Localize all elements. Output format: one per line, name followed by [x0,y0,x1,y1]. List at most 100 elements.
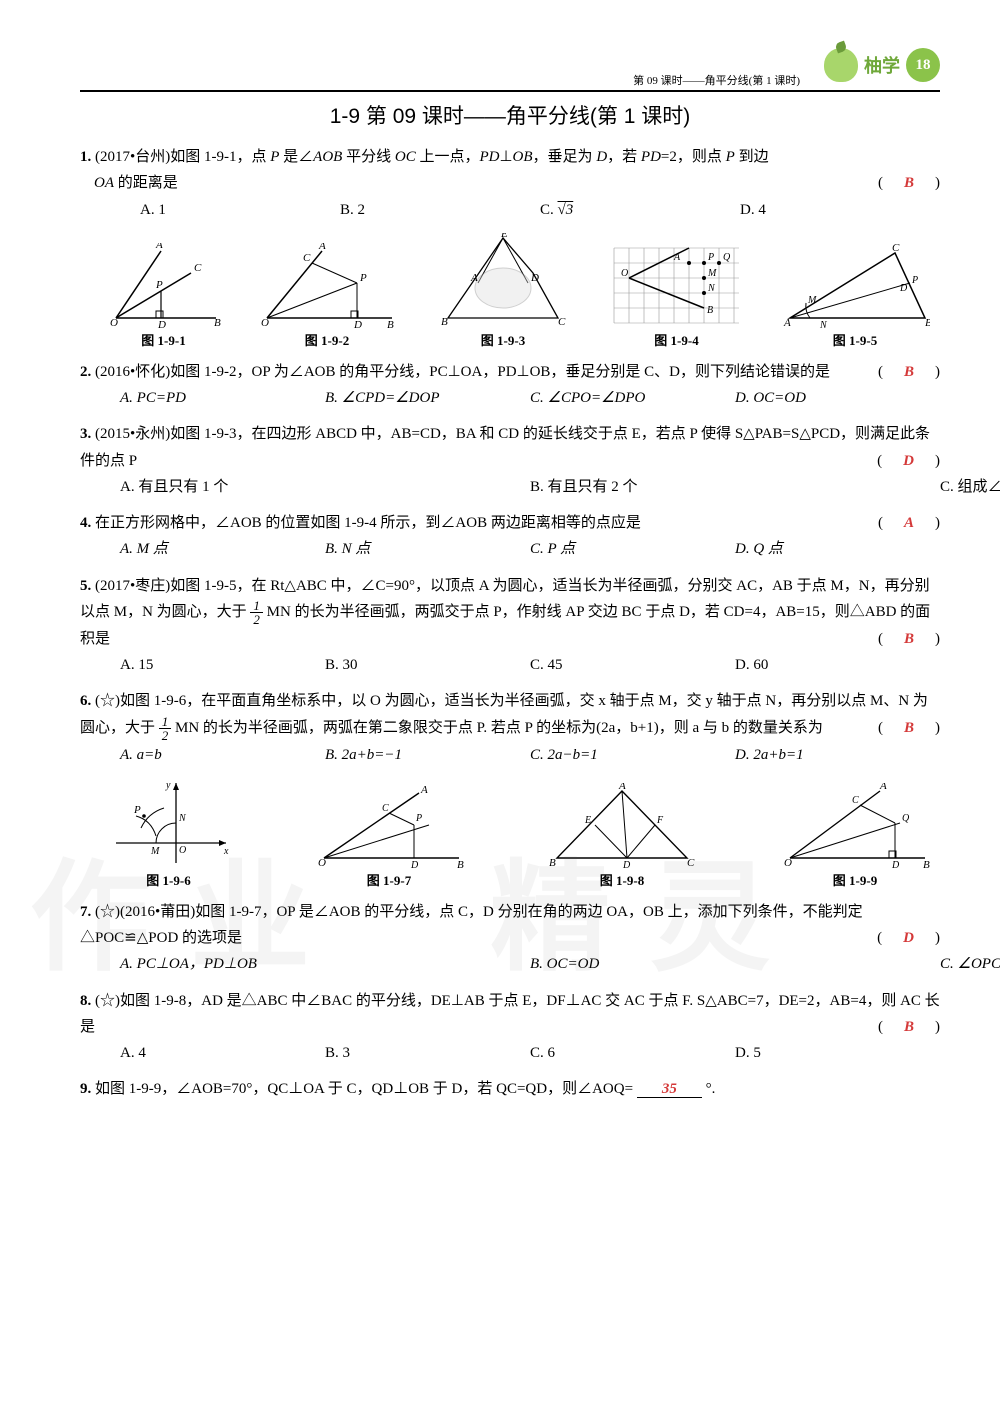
svg-text:D: D [157,319,166,328]
svg-text:C: C [194,262,202,274]
svg-text:P: P [359,272,367,284]
diagram-9-icon: O A C Q D B [780,783,930,868]
svg-text:B: B [214,317,221,328]
figure-1-9-4: A P Q M N O B 图 1-9-4 [609,238,744,349]
svg-text:E: E [500,233,508,240]
figure-1-9-1: O A C P D B 图 1-9-1 [106,243,221,349]
question-2: 2. (2016•怀化)如图 1-9-2，OP 为∠AOB 的角平分线，PC⊥O… [80,359,940,412]
q3-answer: D [897,453,920,469]
q5-answer: B [898,631,920,647]
diagram-3-icon: E A D B C [433,233,573,328]
q5-answer-paren: ( B ) [878,626,940,652]
question-4: 4. 在正方形网格中，∠AOB 的位置如图 1-9-4 所示，到∠AOB 两边距… [80,510,940,563]
svg-text:M: M [150,846,160,857]
q8-optB: B. 3 [325,1040,530,1066]
figure-1-9-2: O A C P D B 图 1-9-2 [257,243,397,349]
svg-text:C: C [852,795,859,806]
svg-text:N: N [707,283,716,294]
question-3: 3. (2015•永州)如图 1-9-3，在四边形 ABCD 中，AB=CD，B… [80,421,940,500]
svg-text:O: O [110,317,118,328]
svg-text:A: A [318,243,326,252]
q4-answer: A [898,515,920,531]
question-9: 9. 如图 1-9-9，∠AOB=70°，QC⊥OA 于 C，QD⊥OB 于 D… [80,1076,940,1102]
q4-optB: B. N 点 [325,536,530,562]
q7-answer-paren: ( D ) [877,925,940,951]
q7-optC: C. ∠OPC=∠OPD [940,951,1000,977]
q5-frac: 12 [250,599,263,626]
q2-options: A. PC=PD B. ∠CPD=∠DOP C. ∠CPO=∠DPO D. OC… [120,385,940,411]
q4-options: A. M 点 B. N 点 C. P 点 D. Q 点 [120,536,940,562]
logo-badge: 柚学 18 [824,48,940,82]
svg-text:D: D [353,319,362,328]
svg-text:P: P [707,252,714,263]
svg-text:F: F [656,815,664,826]
q9-text2: °. [706,1081,716,1097]
q5-options: A. 15 B. 30 C. 45 D. 60 [120,652,940,678]
svg-text:C: C [558,316,566,328]
q8-answer-paren: ( B ) [878,1014,940,1040]
svg-text:N: N [819,320,828,328]
svg-text:P: P [415,813,422,824]
q4-answer-paren: ( A ) [878,510,940,536]
q9-num: 9. [80,1081,91,1097]
q1-optD: D. 4 [740,197,940,223]
svg-text:P: P [155,279,163,291]
q7-num: 7. [80,904,91,920]
figure-1-9-3: E A D B C 图 1-9-3 [433,233,573,349]
q2-optD: D. OC=OD [735,385,940,411]
q2-answer: B [898,364,920,380]
diagram-7-icon: O A C P D B [314,783,464,868]
q4-num: 4. [80,515,91,531]
q6-text2: MN 的长为半径画弧，两弧在第二象限交于点 P. 若点 P 的坐标为(2a，b+… [175,720,823,736]
svg-text:C: C [382,803,389,814]
svg-text:N: N [178,813,187,824]
page-title: 1-9 第 09 课时——角平分线(第 1 课时) [80,100,940,130]
q1-answer-paren: ( B ) [878,170,940,196]
svg-text:O: O [784,857,792,868]
q9-answer: 35 [656,1081,683,1097]
svg-text:A: A [673,252,681,263]
q5-optD: D. 60 [735,652,940,678]
diagram-4-icon: A P Q M N O B [609,238,744,328]
q1-line2: OA 的距离是 [94,175,178,191]
figure-1-9-6: P N M O x y 图 1-9-6 [106,778,231,889]
q6-frac: 12 [159,715,172,742]
q4-optA: A. M 点 [120,536,325,562]
svg-text:Q: Q [902,813,910,824]
figure-1-9-8: A B C D E F 图 1-9-8 [547,783,697,889]
q1-optA: A. 1 [140,197,340,223]
q6-answer: B [898,720,920,736]
q8-num: 8. [80,993,91,1009]
q1-optC: C. √3 [540,197,740,223]
q7-text: (☆)(2016•莆田)如图 1-9-7，OP 是∠AOB 的平分线，点 C，D… [80,904,863,946]
q1-options: A. 1 B. 2 C. √3 D. 4 [140,197,940,223]
q1-optB: B. 2 [340,197,540,223]
svg-text:D: D [410,860,419,868]
q7-optB: B. OC=OD [530,951,940,977]
svg-text:E: E [584,815,591,826]
q3-options: A. 有且只有 1 个 B. 有且只有 2 个 C. 组成∠E 的角平分线 D.… [120,474,940,500]
q3-optC: C. 组成∠E 的角平分线 [940,474,1000,500]
svg-text:M: M [707,268,717,279]
q5-optA: A. 15 [120,652,325,678]
q2-answer-paren: ( B ) [878,359,940,385]
svg-text:D: D [622,860,631,868]
q5-num: 5. [80,578,91,594]
svg-text:B: B [441,316,448,328]
page-number-badge: 18 [906,48,940,82]
svg-text:C: C [687,857,695,868]
logo-text: 柚学 [864,52,900,78]
svg-text:A: A [470,272,478,284]
q7-answer: D [897,930,920,946]
q4-optD: D. Q 点 [735,536,940,562]
question-6: 6. (☆)如图 1-9-6，在平面直角坐标系中，以 O 为圆心，适当长为半径画… [80,688,940,768]
q9-text1: 如图 1-9-9，∠AOB=70°，QC⊥OA 于 C，QD⊥OB 于 D，若 … [95,1081,633,1097]
q1-num: 1. [80,149,91,165]
svg-text:x: x [223,846,229,857]
q2-optB: B. ∠CPD=∠DOP [325,385,530,411]
q2-optA: A. PC=PD [120,385,325,411]
svg-text:C: C [303,252,311,264]
question-7: 7. (☆)(2016•莆田)如图 1-9-7，OP 是∠AOB 的平分线，点 … [80,899,940,978]
svg-text:O: O [179,845,186,856]
svg-text:O: O [318,857,326,868]
